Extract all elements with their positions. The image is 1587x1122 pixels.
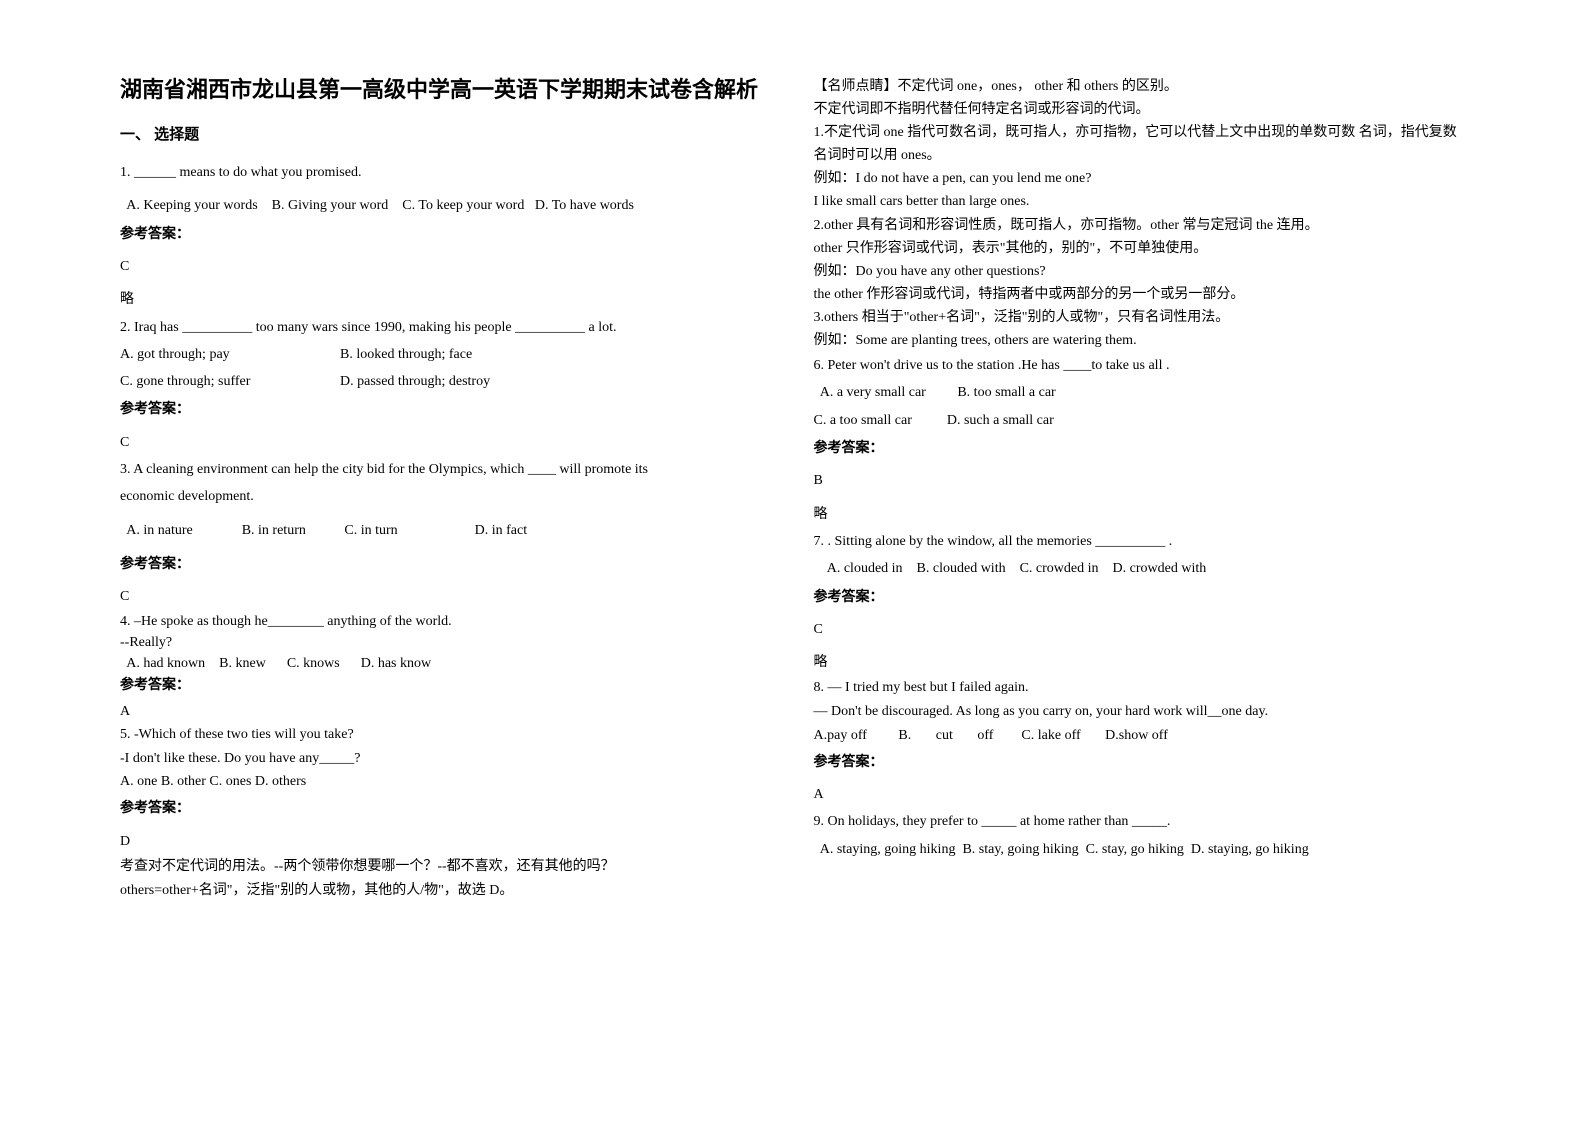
q2-answer: C: [120, 429, 774, 456]
q5-options: A. one B. other C. ones D. others: [120, 770, 774, 794]
q8-answer: A: [814, 781, 1468, 808]
answer-label: 参考答案：: [120, 395, 774, 422]
tip-10: 例如：Some are planting trees, others are w…: [814, 329, 1468, 352]
q4-options: A. had known B. knew C. knows D. has kno…: [120, 653, 774, 674]
q6-omit: 略: [814, 501, 1468, 528]
q1-answer: C: [120, 253, 774, 280]
tip-3: 例如：I do not have a pen, can you lend me …: [814, 167, 1468, 190]
answer-label: 参考答案：: [120, 674, 774, 695]
answer-label: 参考答案：: [814, 748, 1468, 775]
section-heading: 一、 选择题: [120, 120, 774, 149]
answer-label: 参考答案：: [120, 794, 774, 821]
q7-omit: 略: [814, 649, 1468, 676]
tip-2: 1.不定代词 one 指代可数名词，既可指人，亦可指物，它可以代替上文中出现的单…: [814, 121, 1468, 167]
q2-stem: 2. Iraq has __________ too many wars sin…: [120, 314, 774, 341]
answer-label: 参考答案：: [120, 550, 774, 577]
q7-answer: C: [814, 616, 1468, 643]
q2-option-d: D. passed through; destroy: [340, 368, 490, 395]
q2-option-a: A. got through; pay: [120, 341, 340, 368]
q7-options: A. clouded in B. clouded with C. crowded…: [814, 555, 1468, 582]
tip-5: 2.other 具有名词和形容词性质，既可指人，亦可指物。other 常与定冠词…: [814, 214, 1468, 237]
q6-options-ab: A. a very small car B. too small a car: [814, 379, 1468, 406]
q9-options: A. staying, going hiking B. stay, going …: [814, 836, 1468, 863]
tip-4: I like small cars better than large ones…: [814, 190, 1468, 213]
q8-options: A.pay off B. cut off C. lake off D.show …: [814, 724, 1468, 748]
document-title: 湖南省湘西市龙山县第一高级中学高一英语下学期期末试卷含解析: [120, 75, 774, 106]
q3-options: A. in nature B. in return C. in turn D. …: [120, 517, 774, 544]
q1-stem: 1. ______ means to do what you promised.: [120, 159, 774, 186]
q5-explain-1: 考查对不定代词的用法。--两个领带你想要哪一个？--都不喜欢，还有其他的吗？: [120, 855, 774, 879]
q1-omit: 略: [120, 286, 774, 313]
q5-explain-2: others=other+名词"，泛指"别的人或物，其他的人/物"，故选 D。: [120, 879, 774, 903]
q3-stem-2: economic development.: [120, 483, 774, 510]
q4-sub: --Really?: [120, 632, 774, 653]
q9-stem: 9. On holidays, they prefer to _____ at …: [814, 808, 1468, 835]
q5-stem: 5. -Which of these two ties will you tak…: [120, 723, 774, 747]
q4-answer: A: [120, 701, 774, 723]
q2-option-c: C. gone through; suffer: [120, 368, 340, 395]
answer-label: 参考答案：: [814, 434, 1468, 461]
q6-options-cd: C. a too small car D. such a small car: [814, 407, 1468, 434]
q3-stem-1: 3. A cleaning environment can help the c…: [120, 456, 774, 483]
tip-title: 【名师点睛】不定代词 one，ones， other 和 others 的区别。: [814, 75, 1468, 98]
answer-label: 参考答案：: [814, 583, 1468, 610]
q1-options: A. Keeping your words B. Giving your wor…: [120, 192, 774, 219]
q5-sub: -I don't like these. Do you have any____…: [120, 747, 774, 771]
answer-label: 参考答案：: [120, 220, 774, 247]
q8-stem: 8. — I tried my best but I failed again.: [814, 676, 1468, 700]
q2-option-b: B. looked through; face: [340, 341, 472, 368]
tip-7: 例如：Do you have any other questions?: [814, 260, 1468, 283]
tip-1: 不定代词即不指明代替任何特定名词或形容词的代词。: [814, 98, 1468, 121]
q6-stem: 6. Peter won't drive us to the station .…: [814, 352, 1468, 379]
q4-stem: 4. –He spoke as though he________ anythi…: [120, 611, 774, 632]
left-column: 湖南省湘西市龙山县第一高级中学高一英语下学期期末试卷含解析 一、 选择题 1. …: [100, 75, 794, 1082]
q6-answer: B: [814, 467, 1468, 494]
q7-stem: 7. . Sitting alone by the window, all th…: [814, 528, 1468, 555]
q8-sub: — Don't be discouraged. As long as you c…: [814, 700, 1468, 724]
right-column: 【名师点睛】不定代词 one，ones， other 和 others 的区别。…: [794, 75, 1488, 1082]
tip-9: 3.others 相当于"other+名词"，泛指"别的人或物"，只有名词性用法…: [814, 306, 1468, 329]
tip-8: the other 作形容词或代词，特指两者中或两部分的另一个或另一部分。: [814, 283, 1468, 306]
q5-answer: D: [120, 828, 774, 855]
q3-answer: C: [120, 583, 774, 610]
tip-6: other 只作形容词或代词，表示"其他的，别的"，不可单独使用。: [814, 237, 1468, 260]
